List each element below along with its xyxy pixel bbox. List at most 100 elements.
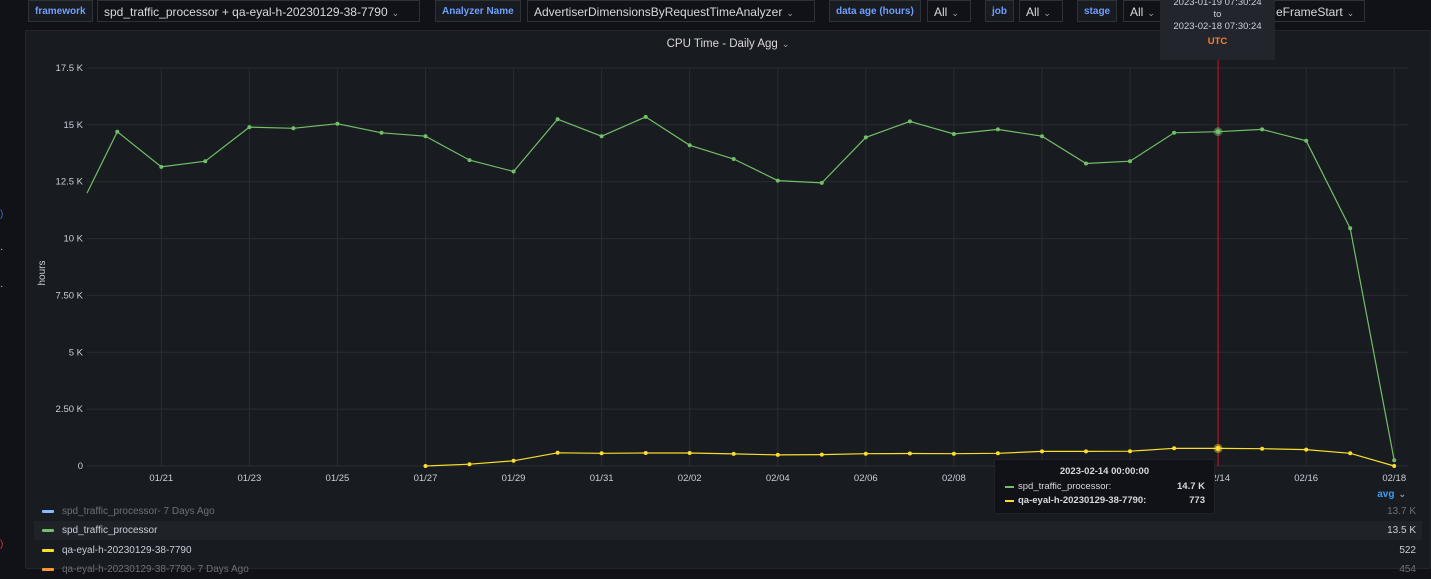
x-tick-label: 02/18 bbox=[1382, 473, 1406, 484]
data-point bbox=[203, 159, 208, 164]
x-tick-label: 01/21 bbox=[149, 473, 173, 484]
data-point bbox=[555, 117, 560, 122]
hover-point bbox=[1215, 445, 1221, 451]
legend-item[interactable]: qa-eyal-h-20230129-38-7790 522 bbox=[34, 541, 1422, 560]
analyzer-label: Analyzer Name bbox=[435, 0, 521, 22]
x-tick-label: 01/31 bbox=[590, 473, 614, 484]
data-point bbox=[995, 451, 1000, 456]
legend-item[interactable]: qa-eyal-h-20230129-38-7790- 7 Days Ago 45… bbox=[34, 560, 1422, 579]
hover-tooltip-row: qa-eyal-h-20230129-38-7790: 773 bbox=[1005, 495, 1205, 507]
x-tick-label: 02/02 bbox=[678, 473, 702, 484]
job-select[interactable]: All ⌄ bbox=[1019, 0, 1063, 22]
data-point bbox=[159, 164, 164, 169]
data-point bbox=[599, 134, 604, 139]
legend-item[interactable]: spd_traffic_processor 13.5 K bbox=[34, 521, 1422, 541]
hover-point bbox=[1215, 129, 1221, 135]
stage-value: All bbox=[1130, 5, 1144, 19]
legend-item-avg: 454 bbox=[1399, 563, 1416, 575]
data-age-value: All bbox=[934, 5, 948, 19]
hover-marker bbox=[1213, 31, 1223, 466]
data-point bbox=[1040, 134, 1044, 139]
legend-item[interactable]: spd_traffic_processor- 7 Days Ago 13.7 K bbox=[34, 502, 1422, 521]
strip-mark-b: · bbox=[0, 281, 4, 292]
chevron-down-icon: ⌄ bbox=[781, 39, 790, 49]
data-point bbox=[1304, 138, 1309, 143]
data-point bbox=[511, 169, 516, 174]
chevron-down-icon: ⌄ bbox=[391, 8, 400, 18]
framework-label: framework bbox=[28, 0, 93, 22]
analyzer-select[interactable]: AdvertiserDimensionsByRequestTimeAnalyze… bbox=[527, 0, 815, 22]
chevron-down-icon: ⌄ bbox=[1346, 8, 1355, 18]
series-swatch bbox=[42, 567, 54, 571]
hover-tooltip-row: spd_traffic_processor: 14.7 K bbox=[1005, 481, 1205, 493]
strip-mark-red: ) bbox=[0, 539, 4, 550]
data-point bbox=[335, 121, 340, 126]
data-point bbox=[731, 157, 736, 161]
data-age-select[interactable]: All ⌄ bbox=[927, 0, 971, 22]
x-tick-label: 02/14 bbox=[1206, 473, 1230, 484]
chevron-down-icon: ⌄ bbox=[786, 8, 794, 18]
analyzer-value: AdvertiserDimensionsByRequestTimeAnalyze… bbox=[534, 5, 783, 19]
data-point bbox=[1084, 449, 1088, 454]
y-tick-label: 2.50 K bbox=[56, 404, 84, 415]
data-point bbox=[907, 451, 912, 456]
legend-item-name: spd_traffic_processor- 7 Days Ago bbox=[62, 506, 215, 517]
time-range-to: 2023-02-18 07:30:24 bbox=[1173, 21, 1262, 32]
data-point bbox=[291, 126, 296, 131]
series-line bbox=[425, 447, 1395, 467]
y-tick-label: 12.5 K bbox=[56, 177, 84, 188]
data-point bbox=[1172, 446, 1177, 451]
x-tick-label: 02/16 bbox=[1294, 473, 1318, 484]
data-point bbox=[1304, 447, 1309, 452]
data-point bbox=[1172, 130, 1177, 135]
data-age-label: data age (hours) bbox=[829, 0, 921, 22]
panel-title[interactable]: CPU Time - Daily Agg ⌄ bbox=[26, 38, 1430, 50]
framework-value: spd_traffic_processor + qa-eyal-h-202301… bbox=[104, 5, 388, 19]
series-swatch bbox=[1005, 486, 1014, 488]
extra-select[interactable]: eFrameStart ⌄ bbox=[1270, 0, 1365, 22]
data-point bbox=[687, 451, 692, 455]
data-point bbox=[423, 464, 428, 468]
hover-tooltip-series-name: spd_traffic_processor: bbox=[1018, 481, 1112, 492]
x-tick-label: 02/08 bbox=[942, 473, 966, 484]
hover-tooltip-series-value: 773 bbox=[1189, 495, 1205, 506]
data-point bbox=[863, 451, 868, 456]
strip-mark-blue: ) bbox=[0, 209, 4, 220]
chevron-down-icon: ⌄ bbox=[1398, 489, 1406, 499]
time-range-timezone: UTC bbox=[1207, 36, 1228, 47]
x-axis-ticks: 01/21 01/23 01/25 01/27 01/29 01/31 02/02 02/04… bbox=[149, 473, 1406, 484]
data-point bbox=[423, 134, 428, 139]
x-tick-label: 02/04 bbox=[766, 473, 790, 484]
data-point bbox=[115, 129, 120, 134]
x-tick-label: 01/23 bbox=[237, 473, 261, 484]
y-tick-label: 7.50 K bbox=[56, 290, 84, 301]
legend-avg-header[interactable]: avg ⌄ bbox=[1377, 489, 1406, 500]
framework-select[interactable]: spd_traffic_processor + qa-eyal-h-202301… bbox=[97, 0, 420, 22]
legend-item-avg: 13.7 K bbox=[1387, 506, 1416, 517]
x-tick-label: 01/29 bbox=[502, 473, 526, 484]
data-point bbox=[819, 452, 824, 457]
x-tick-label: 02/06 bbox=[854, 473, 878, 484]
data-point bbox=[467, 158, 472, 163]
extra-value: eFrameStart bbox=[1276, 5, 1343, 19]
x-tick-label: 01/27 bbox=[414, 473, 438, 484]
series-swatch bbox=[42, 529, 54, 533]
data-point bbox=[687, 143, 692, 148]
legend-item-name: spd_traffic_processor bbox=[62, 525, 158, 537]
legend-item-name: qa-eyal-h-20230129-38-7790- 7 Days Ago bbox=[62, 563, 249, 575]
data-point bbox=[1128, 159, 1132, 164]
data-point bbox=[775, 178, 780, 183]
data-point bbox=[379, 130, 384, 135]
job-label: job bbox=[985, 0, 1014, 22]
time-range-from: 2023-01-19 07:30:24 bbox=[1173, 0, 1262, 8]
chevron-down-icon: ⌄ bbox=[1147, 8, 1155, 18]
y-axis-label: hours bbox=[37, 260, 48, 285]
data-point bbox=[599, 451, 604, 456]
line-chart[interactable]: 0 2.50 K 5 K 7.50 K 10 K 12.5 K 15 K 17.5 K 01/… bbox=[26, 31, 1431, 491]
data-point bbox=[1392, 458, 1397, 463]
data-point bbox=[863, 135, 868, 140]
data-point bbox=[1260, 446, 1265, 451]
legend-item-avg: 522 bbox=[1399, 544, 1416, 556]
y-axis-ticks: 0 2.50 K 5 K 7.50 K 10 K 12.5 K 15 K 17.5 K bbox=[56, 63, 84, 472]
data-point bbox=[247, 125, 252, 130]
